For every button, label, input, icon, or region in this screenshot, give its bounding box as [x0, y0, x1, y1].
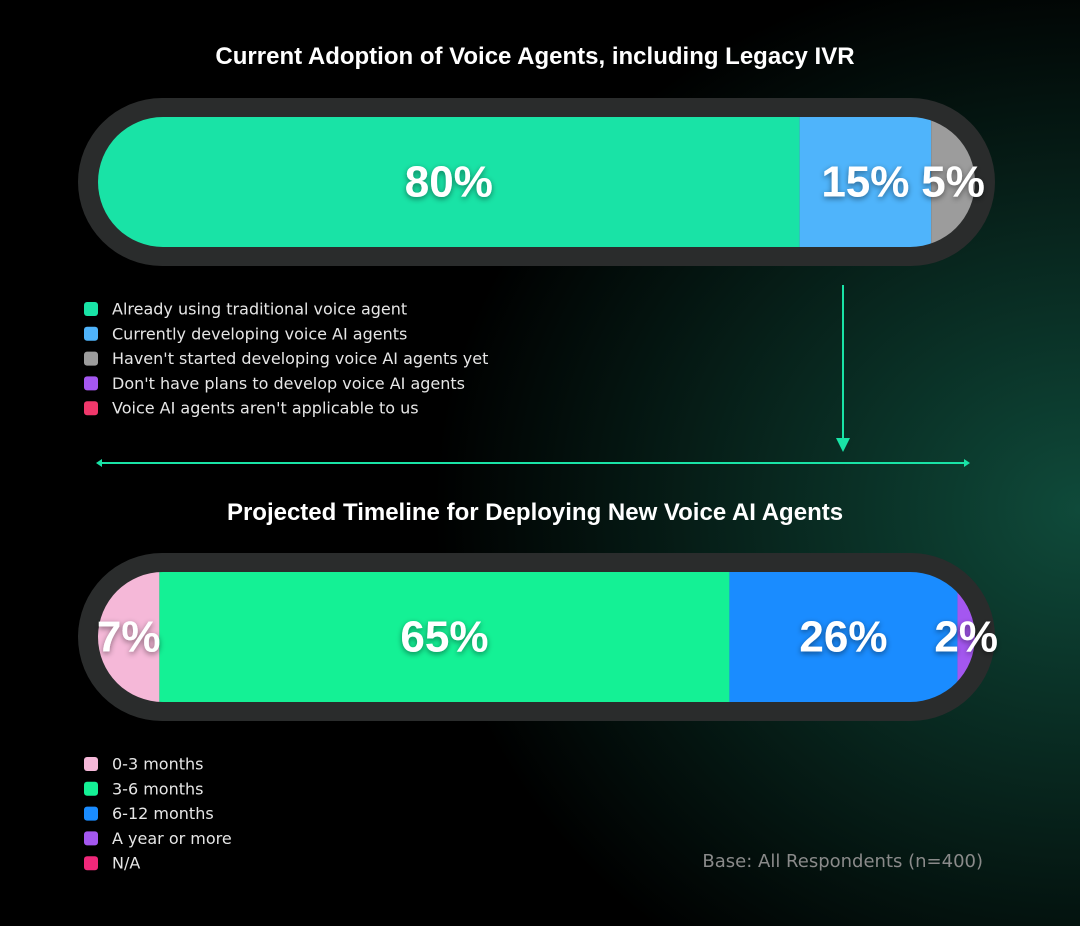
legend-swatch	[84, 302, 98, 316]
legend-swatch	[84, 806, 98, 821]
bar-segments	[98, 117, 975, 247]
legend-swatch	[84, 401, 98, 416]
segment-label: 7%	[97, 613, 161, 662]
legend-label: N/A	[112, 854, 140, 873]
footnote: Base: All Respondents (n=400)	[702, 851, 983, 872]
legend-label: Already using traditional voice agent	[112, 300, 407, 319]
legend-swatch	[84, 351, 98, 366]
legend-label: 3-6 months	[112, 779, 203, 798]
legend-label: Voice AI agents aren't applicable to us	[112, 399, 419, 418]
segment-label: 2%	[934, 613, 998, 662]
legend-label: Don't have plans to develop voice AI age…	[112, 374, 465, 393]
segment-label: 65%	[400, 613, 488, 662]
bar-segments	[98, 572, 975, 702]
segment-label: 5%	[921, 158, 985, 207]
bar-segment	[98, 117, 800, 247]
legend-swatch	[84, 376, 98, 391]
legend-swatch	[84, 831, 98, 846]
legend-label: Haven't started developing voice AI agen…	[112, 349, 488, 368]
legend-label: A year or more	[112, 829, 232, 848]
bar-segment	[729, 572, 958, 702]
bar-segment	[799, 117, 932, 247]
legend-label: Currently developing voice AI agents	[112, 324, 407, 343]
legend-swatch	[84, 757, 98, 771]
segment-label: 26%	[799, 613, 887, 662]
chart-title: Current Adoption of Voice Agents, includ…	[215, 43, 854, 70]
bar-segment	[159, 572, 730, 702]
legend-label: 0-3 months	[112, 755, 203, 774]
legend-swatch	[84, 856, 98, 871]
legend-label: 6-12 months	[112, 804, 214, 823]
legend-swatch	[84, 326, 98, 341]
legend-swatch	[84, 781, 98, 796]
chart-title: Projected Timeline for Deploying New Voi…	[227, 499, 843, 526]
segment-label: 80%	[405, 158, 493, 207]
arrow-head	[836, 438, 850, 452]
segment-label: 15%	[821, 158, 909, 207]
